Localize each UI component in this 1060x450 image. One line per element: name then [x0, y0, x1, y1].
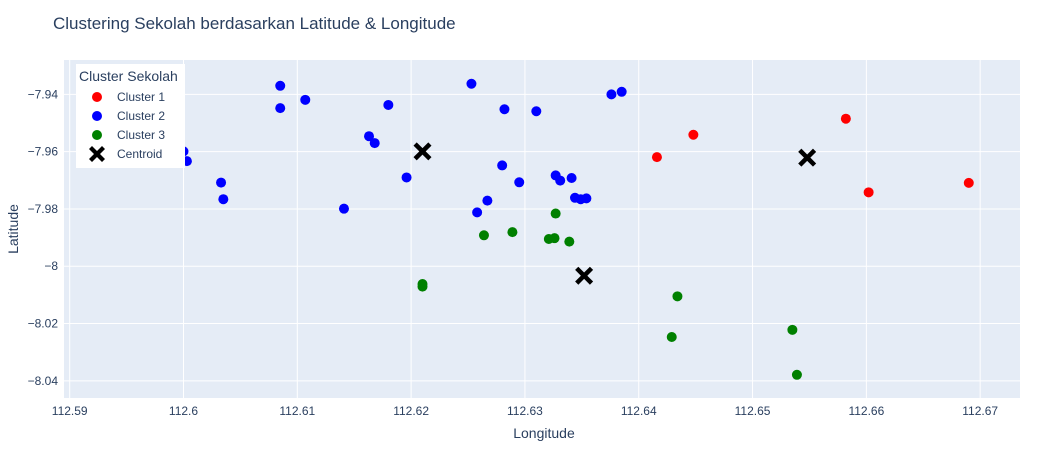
cluster-2-point: [531, 106, 542, 117]
cluster-2-point: [581, 193, 592, 204]
legend-marker: [92, 130, 102, 140]
x-tick-label: 112.66: [848, 404, 884, 418]
cluster-3-point: [666, 331, 677, 342]
cluster-2-point: [218, 194, 229, 205]
x-tick-label: 112.6: [169, 404, 198, 418]
legend-entry: Cluster 3: [117, 128, 165, 142]
cluster-3-point: [417, 281, 428, 292]
cluster-2-point: [555, 175, 566, 186]
legend-entry: Cluster 2: [117, 109, 165, 123]
cluster-2-point: [566, 173, 577, 184]
legend-entry: Centroid: [117, 147, 162, 161]
cluster-2-point: [497, 160, 508, 171]
x-tick-label: 112.67: [962, 404, 998, 418]
cluster-2-point: [383, 99, 394, 110]
y-tick-label: −7.96: [28, 145, 59, 159]
cluster-2-point: [482, 195, 493, 206]
cluster-3-point: [550, 208, 561, 219]
cluster-3-point: [564, 236, 575, 247]
cluster-2-point: [275, 103, 286, 114]
cluster-2-point: [369, 138, 380, 149]
cluster-3-point: [549, 233, 560, 244]
x-axis-title: Longitude: [513, 425, 575, 441]
y-tick-label: −7.94: [28, 87, 59, 101]
y-tick-label: −8: [44, 259, 58, 273]
cluster-3-point: [787, 324, 798, 335]
plot-area: [64, 60, 1020, 398]
legend-title: Cluster Sekolah: [79, 68, 178, 84]
x-tick-label: 112.59: [52, 404, 88, 418]
y-tick-label: −7.98: [28, 202, 59, 216]
centroid-marker: [575, 266, 594, 285]
cluster-2-point: [466, 78, 477, 89]
x-tick-label: 112.61: [279, 404, 315, 418]
legend-marker: [92, 111, 102, 121]
cluster-2-point: [364, 131, 375, 142]
grid-lines: [64, 60, 1020, 398]
x-tick-labels: 112.59 112.6 112.61 112.62 112.63 112.64 112.6…: [52, 404, 999, 418]
x-tick-label: 112.65: [735, 404, 771, 418]
cluster-3-point: [478, 230, 489, 241]
cluster-3-point: [507, 227, 518, 238]
cluster-2-point: [275, 80, 286, 91]
legend-centroid-marker: [89, 146, 105, 162]
legend-entry: Cluster 1: [117, 90, 165, 104]
centroid-marker: [413, 142, 432, 161]
cluster-2-point: [514, 177, 525, 188]
cluster-2-point: [606, 89, 617, 100]
y-tick-label: −8.02: [28, 317, 59, 331]
cluster-1-point: [863, 187, 874, 198]
x-tick-label: 112.62: [393, 404, 429, 418]
y-axis-title: Latitude: [5, 204, 21, 254]
cluster-2-point: [472, 207, 483, 218]
centroid-marker: [798, 148, 817, 167]
cluster-2-point: [616, 86, 627, 97]
cluster-3-point: [791, 369, 802, 380]
y-tick-labels: −7.94 −7.96 −7.98 −8 −8.02 −8.04: [28, 87, 59, 387]
cluster-1-point: [963, 177, 974, 188]
cluster-2-point: [216, 177, 227, 188]
x-tick-label: 112.64: [621, 404, 657, 418]
cluster-1-point: [651, 152, 662, 163]
cluster-2-point: [338, 203, 349, 214]
cluster-2-point: [499, 104, 510, 115]
cluster-1-point: [688, 129, 699, 140]
legend-marker: [92, 92, 102, 102]
cluster-3-point: [672, 291, 683, 302]
cluster-2-point: [300, 94, 311, 105]
x-tick-label: 112.63: [507, 404, 543, 418]
y-tick-label: −8.04: [28, 374, 59, 388]
chart-title: Clustering Sekolah berdasarkan Latitude …: [53, 14, 456, 33]
cluster-1-point: [840, 113, 851, 124]
legend: Cluster Sekolah Cluster 1 Cluster 2 Cluste…: [76, 64, 185, 168]
cluster-2-point: [401, 172, 412, 183]
